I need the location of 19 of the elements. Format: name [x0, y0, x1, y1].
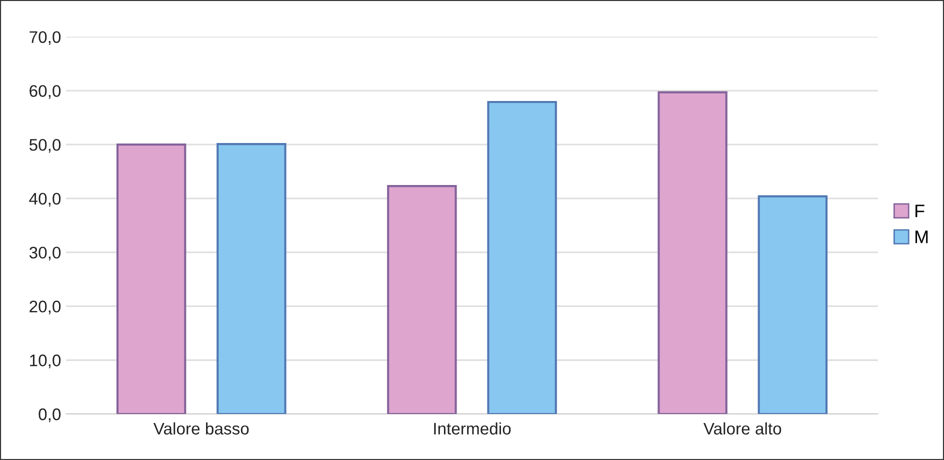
y-tick-label: 10,0: [30, 354, 61, 368]
x-tick-label: Valore basso: [153, 422, 249, 435]
legend-label: F: [916, 204, 924, 218]
bar: [216, 142, 286, 414]
bar: [387, 185, 457, 414]
y-tick-label: 50,0: [29, 138, 61, 153]
y-tick-label: 60,0: [30, 85, 61, 99]
bar: [116, 144, 186, 414]
bar: [758, 195, 828, 414]
bar: [487, 100, 557, 414]
legend-label: M: [916, 230, 928, 244]
y-tick-label: 0,0: [38, 408, 61, 422]
y-tick-label: 40,0: [29, 192, 61, 207]
y-tick-label: 20,0: [30, 300, 61, 314]
x-tick-label: Intermedio: [434, 422, 511, 435]
x-tick-label: Valore alto: [703, 422, 782, 435]
y-tick-label: 70,0: [30, 31, 61, 45]
bar: [658, 91, 728, 414]
y-tick-label: 30,0: [29, 246, 61, 261]
